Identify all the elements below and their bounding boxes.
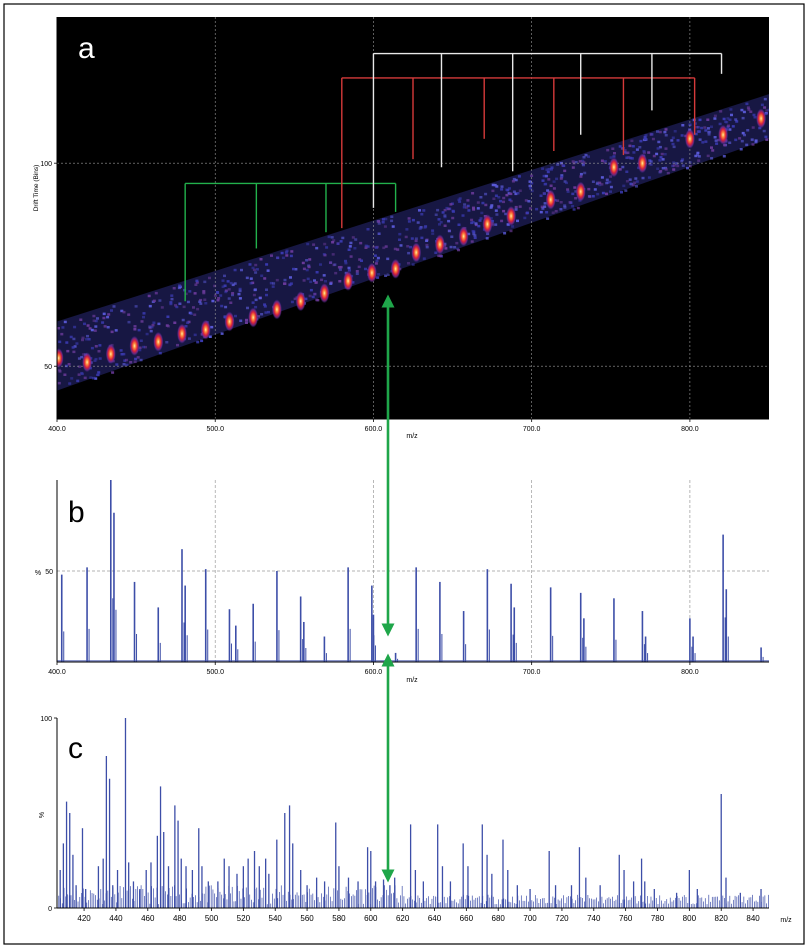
panel-c: 420 440 460 480 500 520 540 560 580 600 620 640 660 6… xyxy=(39,716,792,924)
heatmap-spot xyxy=(224,311,235,332)
heatmap-x-tick-label: 700.0 xyxy=(523,426,541,433)
panel-label-a: a xyxy=(78,32,95,65)
heatmap-spot xyxy=(82,352,93,373)
heatmap-spot xyxy=(608,157,619,178)
spectrum-b-x-tick-label: 700.0 xyxy=(523,669,541,676)
heatmap-spot xyxy=(684,128,695,149)
heatmap-ylabel: Drift Time (Bins) xyxy=(33,165,40,212)
heatmap-spot xyxy=(575,181,586,202)
heatmap-spot xyxy=(271,299,282,320)
charge-state-series-2 xyxy=(341,77,696,229)
spectrum-b-y-tick-label: 50 xyxy=(45,569,53,576)
spectrum-c-x-tick-label: 520 xyxy=(237,914,251,923)
spectrum-c-x-tick-label: 680 xyxy=(492,914,506,923)
heatmap-spot xyxy=(343,270,354,291)
spectrum-c-x-tick-label: 620 xyxy=(396,914,410,923)
spectrum-b-x-tick-label: 500.0 xyxy=(206,669,224,676)
spectrum-c-x-tick-label: 700 xyxy=(523,914,537,923)
heatmap-spot xyxy=(506,206,517,226)
panel-label-c: c xyxy=(68,732,83,765)
spectrum-b-x-tick-label: 600.0 xyxy=(365,669,383,676)
heatmap-spot xyxy=(200,319,211,340)
spectrum-c-x-tick-label: 840 xyxy=(746,914,760,923)
spectrum-c-x-tick-label: 460 xyxy=(141,914,155,923)
heatmap-spot xyxy=(434,234,445,255)
heatmap-spot xyxy=(637,153,648,174)
heatmap-spot xyxy=(718,124,729,145)
heatmap-spot xyxy=(545,189,556,210)
panel-b: 400.0 500.0 600.0 700.0 800.0 50 b % m/z xyxy=(35,480,769,684)
spectrum-c-x-tick-label: 560 xyxy=(300,914,314,923)
heatmap-spot xyxy=(295,291,306,312)
spectrum-c-y-tick-label: 100 xyxy=(40,716,52,723)
heatmap-x-tick-label: 600.0 xyxy=(365,426,383,433)
heatmap-spot xyxy=(756,108,767,129)
spectrum-c-x-tick-label: 540 xyxy=(269,914,283,923)
heatmap-spot xyxy=(57,348,64,369)
spectrum-c-x-tick-label: 640 xyxy=(428,914,442,923)
spectrum-c-xlabel: m/z xyxy=(780,917,792,924)
spectrum-c-x-tick-label: 600 xyxy=(364,914,378,923)
spectrum-c-x-tick-label: 420 xyxy=(77,914,91,923)
heatmap-x-tick-label: 400.0 xyxy=(48,426,66,433)
spectrum-b-x-tick-label: 800.0 xyxy=(681,669,699,676)
heatmap-xlabel: m/z xyxy=(406,433,418,440)
heatmap-spot xyxy=(482,214,493,235)
heatmap-spot xyxy=(153,331,164,352)
heatmap-spot xyxy=(248,307,259,328)
spectrum-c-x-tick-label: 800 xyxy=(683,914,697,923)
charge-state-series-1 xyxy=(184,182,397,302)
spectrum-c-x-tick-label: 440 xyxy=(109,914,123,923)
spectrum-c-x-tick-label: 480 xyxy=(173,914,187,923)
spectrum-c-x-tick-label: 660 xyxy=(460,914,474,923)
charge-state-series-3 xyxy=(372,52,723,208)
heatmap-spot xyxy=(366,262,377,283)
spectrum-c-y-tick-label: 0 xyxy=(48,906,52,913)
spectrum-c-x-tick-label: 720 xyxy=(555,914,569,923)
spectrum-c-x-tick-label: 740 xyxy=(587,914,601,923)
panel-a: 400.0 500.0 600.0 700.0 800.0 50 100 a Drift T… xyxy=(33,17,769,440)
spectrum-c-ylabel: % xyxy=(39,812,46,818)
spectrum-b-x-tick-label: 400.0 xyxy=(48,669,66,676)
heatmap-spot xyxy=(319,283,330,304)
heatmap-spot xyxy=(129,335,140,356)
heatmap-y-tick-label: 50 xyxy=(44,364,52,371)
spectrum-c-x-tick-label: 580 xyxy=(332,914,346,923)
spectrum-b-baseline xyxy=(57,660,769,662)
heatmap-spot xyxy=(390,258,401,279)
spectrum-c-x-tick-label: 760 xyxy=(619,914,633,923)
spectrum-c-x-tick-label: 780 xyxy=(651,914,665,923)
heatmap-x-tick-label: 500.0 xyxy=(206,426,224,433)
heatmap-spot xyxy=(177,323,187,344)
heatmap-y-tick-label: 100 xyxy=(40,161,52,168)
panel-label-b: b xyxy=(68,496,85,529)
heatmap-spot xyxy=(411,242,422,263)
spectrum-b-ylabel: % xyxy=(35,570,41,577)
spectrum-c-x-tick-label: 820 xyxy=(715,914,729,923)
heatmap-x-tick-label: 800.0 xyxy=(681,426,699,433)
heatmap-spot xyxy=(458,226,469,247)
spectrum-c-x-tick-label: 500 xyxy=(205,914,219,923)
heatmap-spot xyxy=(105,344,116,364)
spectrum-b-xlabel: m/z xyxy=(406,677,418,684)
